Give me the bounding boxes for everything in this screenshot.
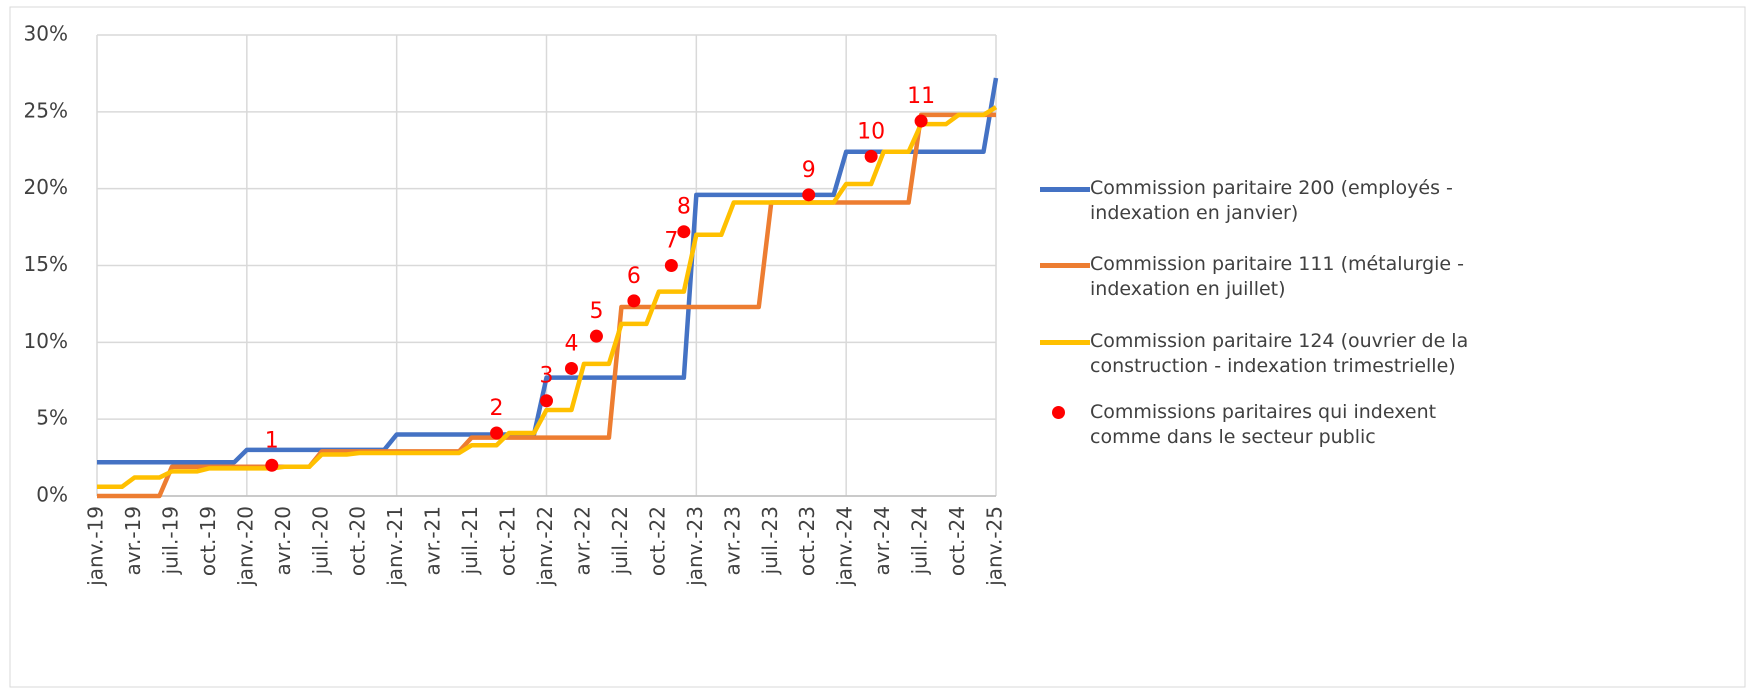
point-label: 9 [802,158,816,183]
legend-entry: Commission paritaire 124 (ouvrier de la … [1040,329,1740,379]
x-tick-label: oct.-22 [645,506,669,576]
data-point [540,394,553,408]
x-tick-label: juil.-22 [608,506,632,575]
legend-label: Commission paritaire 124 (ouvrier de la … [1090,330,1469,377]
data-point [802,188,816,202]
legend-label: Commissions paritaires qui indexent comm… [1090,401,1437,448]
series-line [97,105,998,490]
data-point [664,259,678,272]
point-label: 2 [490,396,504,421]
point-label: 4 [564,331,578,356]
legend-label: Commission paritaire 200 (employés - ind… [1090,177,1453,224]
y-tick-label: 20% [24,175,68,199]
y-tick-label: 15% [24,252,68,276]
x-tick-label: avr.-24 [870,506,894,576]
legend-entry: Commission paritaire 200 (employés - ind… [1040,176,1740,226]
x-tick-label: janv.-25 [983,506,1007,587]
x-tick-label: avr.-23 [720,506,744,576]
x-tick-label: oct.-23 [795,506,819,576]
x-tick-label: janv.-20 [233,506,257,587]
legend-swatch [1040,329,1090,354]
legend-swatch [1040,252,1090,277]
y-tick-label: 10% [24,329,68,353]
x-tick-label: janv.-23 [683,506,707,587]
point-label: 5 [589,299,603,324]
x-tick-label: janv.-21 [383,506,407,587]
data-point [490,426,504,440]
x-tick-label: juil.-19 [158,506,182,575]
legend-entry: Commission paritaire 111 (métalurgie - i… [1040,252,1740,302]
x-tick-label: avr.-20 [271,506,295,576]
y-tick-label: 30% [24,22,68,46]
point-label: 7 [664,229,678,254]
x-tick-label: avr.-19 [121,506,145,576]
x-tick-label: avr.-21 [421,506,445,576]
legend-swatch [1040,176,1090,201]
series-line [97,77,999,465]
y-tick-label: 25% [24,98,68,122]
legend-swatch [1040,400,1090,425]
x-tick-label: janv.-22 [533,506,557,587]
x-tick-label: oct.-20 [346,506,370,576]
point-label: 6 [627,264,641,289]
data-point [589,329,603,343]
y-tick-label: 0% [36,483,68,507]
x-tick-label: avr.-22 [570,506,594,576]
x-tick-label: juil.-21 [458,506,482,575]
x-tick-label: janv.-19 [84,506,108,587]
data-point [627,294,641,308]
x-tick-label: juil.-23 [758,506,782,575]
point-label: 3 [540,364,554,389]
data-point [864,149,878,163]
point-label: 1 [265,428,279,453]
y-tick-label: 5% [36,406,68,430]
data-point [265,458,279,472]
x-tick-label: oct.-19 [196,506,220,576]
data-point [677,225,691,239]
x-tick-label: juil.-24 [908,506,932,575]
data-point [564,361,578,375]
legend-label: Commission paritaire 111 (métalurgie - i… [1090,253,1464,300]
point-label: 11 [907,84,935,109]
x-tick-label: oct.-24 [945,506,969,576]
data-point [914,114,928,128]
x-tick-label: oct.-21 [496,506,520,576]
legend-entry: Commissions paritaires qui indexent comm… [1040,400,1740,450]
x-tick-label: janv.-24 [833,506,857,587]
chart-border [9,6,1746,688]
x-tick-label: juil.-20 [308,506,332,575]
point-label: 8 [677,195,691,220]
point-label: 10 [857,119,885,144]
